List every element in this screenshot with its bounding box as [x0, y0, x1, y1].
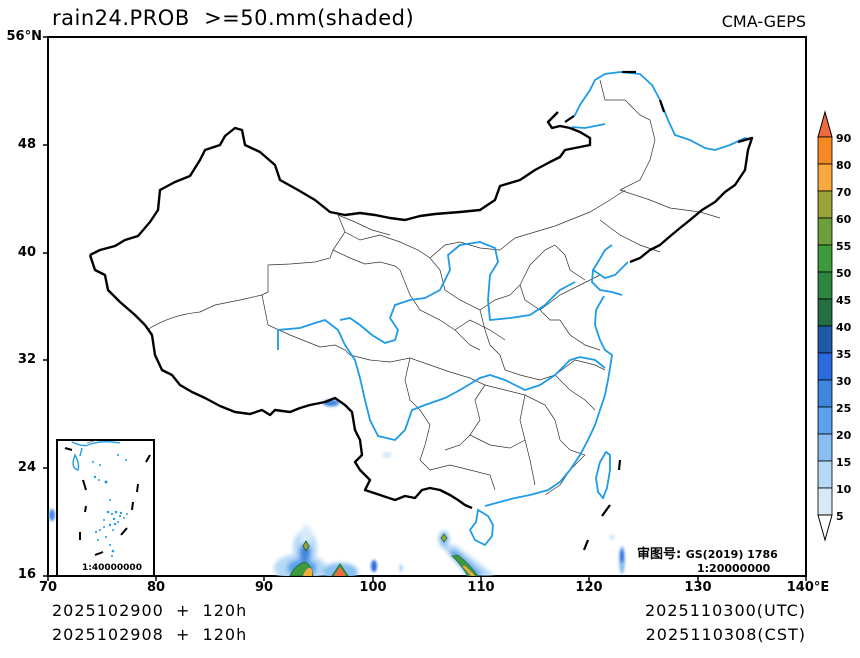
precip-shading: [49, 399, 625, 576]
main-map-scale: 1:20000000: [697, 562, 771, 575]
chart-title: rain24.PROB >=50.mm(shaded): [52, 6, 415, 30]
x-tick-label-110: 110: [467, 580, 495, 595]
south-china-sea-inset: [56, 439, 155, 576]
colorbar-tick-40: 40: [836, 321, 852, 334]
review-number-label: 审图号: GS(2019) 1786: [637, 543, 778, 562]
colorbar-tick-35: 35: [836, 348, 852, 361]
x-tick-label-80: 80: [146, 580, 166, 595]
x-tick-label-100: 100: [359, 580, 387, 595]
init-time-cst: 2025102908 + 120h: [52, 625, 248, 644]
review-label: 审图号:: [637, 547, 682, 562]
valid-time-utc: 2025110300(UTC): [645, 601, 806, 620]
colorbar-tick-45: 45: [836, 294, 852, 307]
national-border: [88, 70, 754, 551]
colorbar-tick-50: 50: [836, 267, 852, 280]
colorbar-tick-80: 80: [836, 159, 852, 172]
y-tick-label-56: 56°N: [6, 29, 42, 44]
x-tick-label-130: 130: [684, 580, 712, 595]
plot-frame: [47, 36, 807, 577]
review-number: GS(2019) 1786: [685, 548, 778, 561]
init-time-utc: 2025102900 + 120h: [52, 601, 248, 620]
x-tick-label-90: 90: [254, 580, 274, 595]
x-tick-label-70: 70: [38, 580, 58, 595]
colorbar-tick-5: 5: [836, 510, 844, 523]
colorbar-tick-15: 15: [836, 456, 852, 469]
y-tick-label-32: 32: [17, 352, 36, 367]
colorbar-tick-10: 10: [836, 483, 852, 496]
colorbar-tick-60: 60: [836, 213, 852, 226]
inset-map-scale: 1:40000000: [82, 563, 142, 573]
model-source-label: CMA-GEPS: [721, 12, 806, 31]
colorbar-tick-90: 90: [836, 132, 852, 145]
axis-ticks: [43, 36, 807, 581]
colorbar-tick-30: 30: [836, 375, 852, 388]
valid-time-cst: 2025110308(CST): [645, 625, 806, 644]
colorbar: [817, 110, 833, 542]
y-tick-label-24: 24: [17, 460, 36, 475]
colorbar-tick-25: 25: [836, 402, 852, 415]
x-tick-label-140: 140°E: [786, 580, 830, 595]
colorbar-tick-20: 20: [836, 429, 852, 442]
rivers-coastline: [277, 71, 753, 547]
y-tick-label-48: 48: [17, 137, 36, 152]
x-tick-label-120: 120: [575, 580, 603, 595]
province-boundaries: [146, 79, 721, 496]
colorbar-tick-55: 55: [836, 240, 852, 253]
colorbar-tick-70: 70: [836, 186, 852, 199]
y-tick-label-40: 40: [17, 245, 36, 260]
y-tick-label-16: 16: [17, 567, 36, 582]
